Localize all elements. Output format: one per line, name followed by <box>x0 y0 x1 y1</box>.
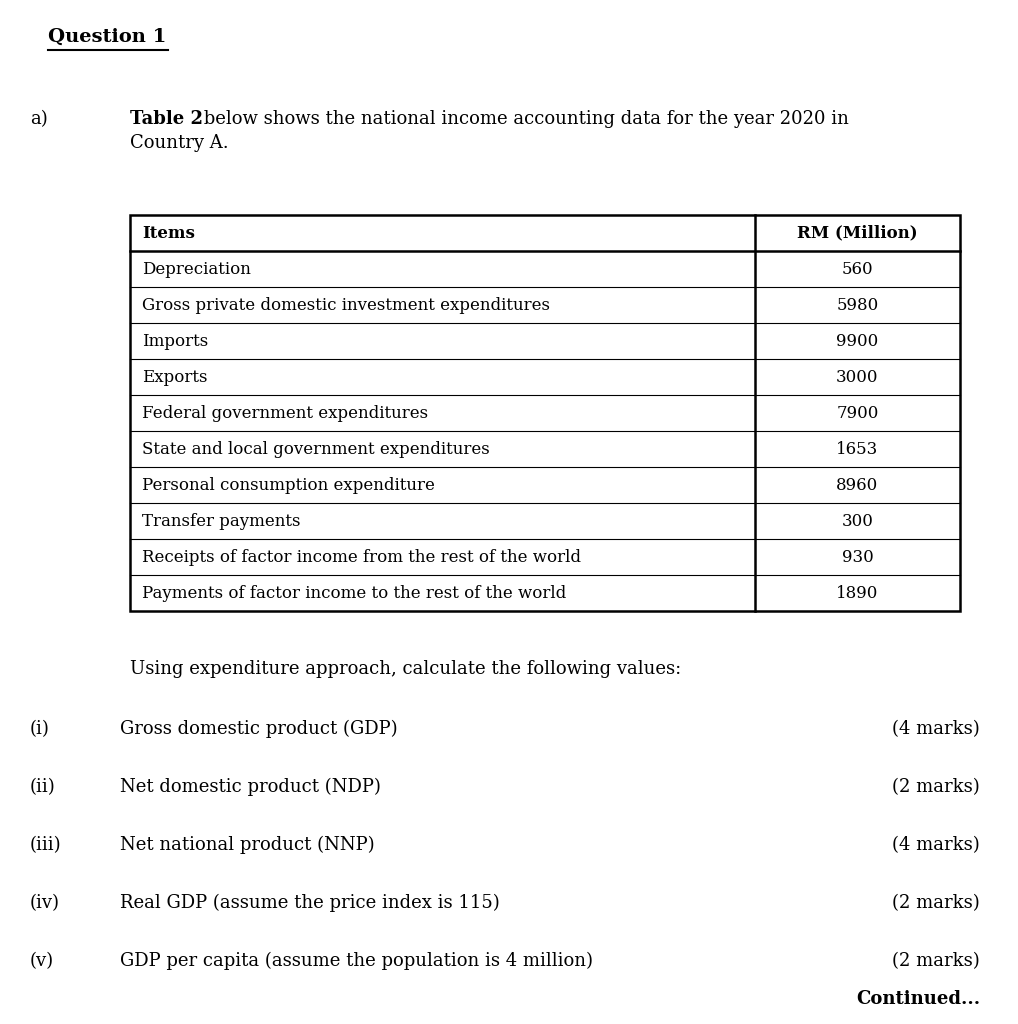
Text: 3000: 3000 <box>836 369 879 385</box>
Text: below shows the national income accounting data for the year 2020 in: below shows the national income accounti… <box>197 110 849 128</box>
Text: Net national product (NNP): Net national product (NNP) <box>120 836 375 854</box>
Text: RM (Million): RM (Million) <box>797 224 918 242</box>
Text: 560: 560 <box>842 260 873 278</box>
Text: a): a) <box>30 110 48 128</box>
Text: Country A.: Country A. <box>130 134 229 152</box>
Text: Real GDP (assume the price index is 115): Real GDP (assume the price index is 115) <box>120 894 500 912</box>
Text: 1653: 1653 <box>837 440 879 458</box>
Text: (4 marks): (4 marks) <box>892 720 980 738</box>
Text: 5980: 5980 <box>837 297 879 313</box>
Text: 1890: 1890 <box>837 585 879 601</box>
Text: Personal consumption expenditure: Personal consumption expenditure <box>142 476 435 494</box>
Text: Exports: Exports <box>142 369 208 385</box>
Text: 9900: 9900 <box>837 333 879 349</box>
Text: State and local government expenditures: State and local government expenditures <box>142 440 490 458</box>
Text: 8960: 8960 <box>837 476 879 494</box>
Text: (4 marks): (4 marks) <box>892 836 980 854</box>
Text: Receipts of factor income from the rest of the world: Receipts of factor income from the rest … <box>142 549 581 565</box>
Text: (2 marks): (2 marks) <box>892 894 980 912</box>
Text: (ii): (ii) <box>30 778 56 796</box>
Text: (iv): (iv) <box>30 894 60 912</box>
Text: (v): (v) <box>30 952 54 970</box>
Bar <box>130 215 960 611</box>
Text: 7900: 7900 <box>837 404 879 422</box>
Text: 930: 930 <box>842 549 873 565</box>
Text: Gross private domestic investment expenditures: Gross private domestic investment expend… <box>142 297 550 313</box>
Text: (i): (i) <box>30 720 50 738</box>
Text: GDP per capita (assume the population is 4 million): GDP per capita (assume the population is… <box>120 952 593 971</box>
Text: Depreciation: Depreciation <box>142 260 250 278</box>
Text: Using expenditure approach, calculate the following values:: Using expenditure approach, calculate th… <box>130 660 681 678</box>
Text: Table 2: Table 2 <box>130 110 203 128</box>
Text: Transfer payments: Transfer payments <box>142 512 300 529</box>
Text: (2 marks): (2 marks) <box>892 952 980 970</box>
Text: 300: 300 <box>842 512 873 529</box>
Text: Federal government expenditures: Federal government expenditures <box>142 404 429 422</box>
Text: Gross domestic product (GDP): Gross domestic product (GDP) <box>120 720 398 738</box>
Text: Imports: Imports <box>142 333 209 349</box>
Text: (2 marks): (2 marks) <box>892 778 980 796</box>
Text: Question 1: Question 1 <box>48 28 166 46</box>
Text: (iii): (iii) <box>30 836 62 854</box>
Text: Continued...: Continued... <box>856 990 980 1008</box>
Text: Payments of factor income to the rest of the world: Payments of factor income to the rest of… <box>142 585 566 601</box>
Text: Items: Items <box>142 224 194 242</box>
Text: Net domestic product (NDP): Net domestic product (NDP) <box>120 778 381 797</box>
